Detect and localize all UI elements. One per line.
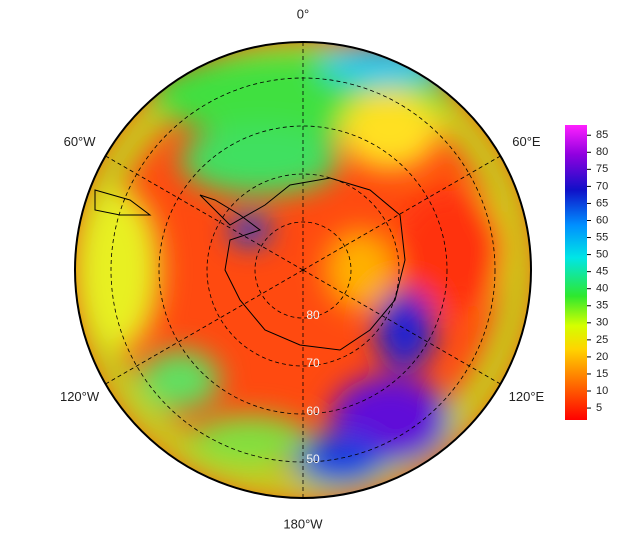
colorbar-tick-label: 15 [596, 368, 608, 380]
colorbar-tick-label: 80 [596, 146, 608, 158]
meridian-line [105, 269, 304, 385]
latitude-label: 70 [306, 356, 320, 370]
colorbar [565, 125, 587, 420]
meridian-line [302, 269, 501, 385]
meridian-line [105, 155, 304, 271]
colorbar-tick-label: 30 [596, 317, 608, 329]
data-field [75, 42, 531, 498]
meridian-label: 120°W [60, 389, 100, 404]
meridian-label: 0° [297, 6, 309, 21]
meridian-label: 120°E [509, 389, 545, 404]
colorbar-tick-label: 45 [596, 266, 608, 278]
meridian-label: 60°W [64, 134, 97, 149]
colorbar-tick-label: 65 [596, 197, 608, 209]
colorbar-tick-label: 50 [596, 249, 608, 261]
meridian-label: 60°E [512, 134, 541, 149]
colorbar-tick-label: 25 [596, 334, 608, 346]
latitude-label: 80 [306, 308, 320, 322]
colorbar-tick-label: 40 [596, 283, 608, 295]
graticule [105, 42, 501, 498]
colorbar-tick-label: 55 [596, 231, 608, 243]
latitude-circle [206, 173, 400, 367]
colorbar-tick-label: 70 [596, 180, 608, 192]
colorbar-tick-label: 85 [596, 129, 608, 141]
colorbar-tick-label: 75 [596, 163, 608, 175]
latitude-label: 50 [306, 452, 320, 466]
coastline [199, 177, 406, 351]
latitude-circle [254, 221, 352, 319]
colorbar-tick-label: 35 [596, 300, 608, 312]
coastline [94, 189, 152, 216]
colorbar-tick-label: 20 [596, 351, 608, 363]
latitude-label: 60 [306, 404, 320, 418]
colorbar-tick-label: 5 [596, 402, 602, 414]
meridian-line [302, 155, 501, 271]
colorbar-tick-label: 60 [596, 214, 608, 226]
meridian-label: 180°W [283, 516, 323, 531]
colorbar-tick-label: 10 [596, 385, 608, 397]
